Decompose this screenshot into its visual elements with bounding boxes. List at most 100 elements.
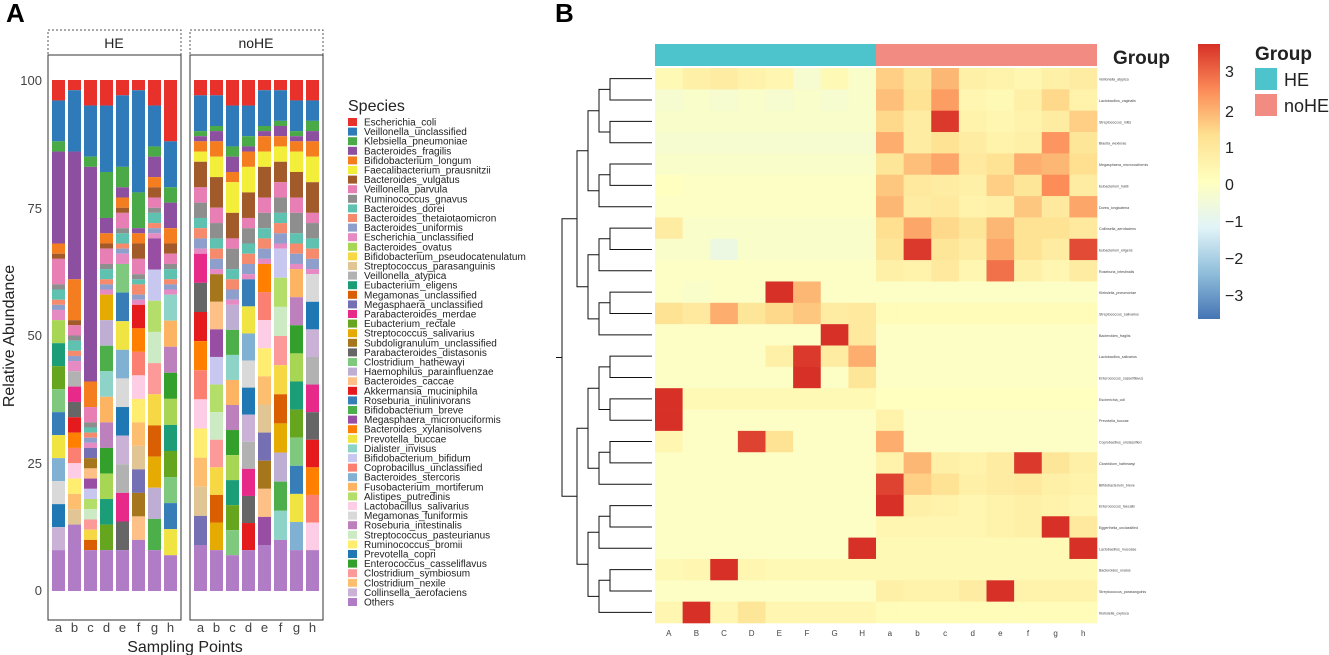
heatmap-cell <box>682 217 711 240</box>
bar-segment <box>164 141 177 188</box>
heatmap-cell <box>1041 345 1070 368</box>
heatmap <box>655 68 1098 624</box>
heatmap-cell <box>765 388 794 410</box>
bar-segment <box>100 171 113 218</box>
bar-segment <box>290 263 303 270</box>
heatmap-cell <box>710 238 739 261</box>
heatmap-cell <box>710 260 739 282</box>
heatmap-cell <box>903 388 932 410</box>
legend-label: Bacteroides_fragilis <box>364 146 451 157</box>
bar-segment <box>148 487 161 519</box>
heatmap-cell <box>682 558 711 581</box>
heatmap-cell <box>931 388 960 410</box>
heatmap-cell <box>682 68 711 90</box>
legend-swatch <box>348 425 357 434</box>
heatmap-cell <box>876 174 904 197</box>
bar-segment <box>148 269 161 301</box>
heatmap-cell <box>655 430 683 453</box>
dendrogram-branch <box>609 355 652 379</box>
bar-segment <box>100 248 113 264</box>
legend-swatch <box>348 482 357 491</box>
heatmap-cell <box>1014 324 1043 346</box>
bar-segment <box>116 407 129 436</box>
heatmap-cell <box>655 260 683 282</box>
heatmap-cell <box>655 452 683 474</box>
bar-segment <box>226 248 239 270</box>
heatmap-cell <box>1014 580 1043 602</box>
heatmap-cell <box>655 537 683 560</box>
bar-segment <box>148 331 161 364</box>
bar-segment <box>210 177 223 208</box>
heatmap-cell <box>931 174 960 197</box>
legend-label: Klebsiella_pneumoniae <box>364 137 468 148</box>
legend-swatch <box>348 598 357 606</box>
heatmap-cell <box>876 537 904 560</box>
heatmap-cell <box>986 558 1015 581</box>
bar-segment <box>164 228 177 244</box>
y-axis-title: Relative Abundance <box>1 265 18 407</box>
bar-segment <box>84 447 97 459</box>
group-legend-title: Group <box>1255 44 1312 65</box>
bar-segment <box>52 243 65 254</box>
column-label: G <box>831 629 837 638</box>
legend-label: Alistipes_putredinis <box>364 492 450 503</box>
heatmap-cell <box>710 580 739 602</box>
heatmap-cell <box>1069 516 1098 538</box>
heatmap-cell <box>710 196 739 218</box>
heatmap-cell <box>655 601 683 624</box>
bar-segment <box>290 151 303 172</box>
heatmap-cell <box>765 302 794 325</box>
bar-segment <box>116 243 129 249</box>
bar-segment <box>274 80 287 91</box>
legend-label: Veillonella_unclassified <box>364 127 467 138</box>
heatmap-cell <box>876 217 904 240</box>
heatmap-cell <box>682 174 711 197</box>
row-label: Collinsella_aerofaciens <box>1099 227 1136 231</box>
bar-segment <box>258 545 271 591</box>
legend-swatch <box>348 367 357 376</box>
legend-label: Bifidobacterium_bifidum <box>364 454 471 465</box>
heatmap-cell <box>986 217 1015 240</box>
heatmap-cell <box>958 494 987 517</box>
bar-segment <box>258 348 271 377</box>
row-label: Streptococcus_mitis <box>1099 120 1131 124</box>
heatmap-cell <box>848 132 877 154</box>
heatmap-cell <box>793 174 822 197</box>
heatmap-cell <box>876 558 904 581</box>
bar-segment <box>84 488 97 500</box>
bar-segment <box>148 197 161 208</box>
dendrogram-branch <box>609 398 652 421</box>
heatmap-cell <box>793 110 822 133</box>
legend-swatch <box>348 204 357 213</box>
bar-segment <box>100 80 113 106</box>
bar-segment <box>306 439 319 468</box>
legend-label: Roseburia_inulinivorans <box>364 396 471 407</box>
bar-segment <box>274 146 287 162</box>
dendrogram-branch <box>598 174 652 208</box>
bar-segment <box>210 258 223 270</box>
heatmap-cell <box>737 366 766 389</box>
legend-swatch <box>348 223 357 232</box>
bar-segment <box>226 212 239 239</box>
heatmap-cell <box>1014 452 1043 474</box>
x-tick-label: d <box>245 620 252 635</box>
bar-segment <box>226 80 239 106</box>
bar-segment <box>84 529 97 540</box>
heatmap-cell <box>848 196 877 218</box>
bar-segment <box>68 417 81 433</box>
heatmap-cell <box>876 110 904 133</box>
legend-swatch <box>348 348 357 357</box>
heatmap-cell <box>1041 110 1070 133</box>
heatmap-cell <box>1041 89 1070 111</box>
bar-segment <box>226 146 239 157</box>
heatmap-cell <box>876 516 904 538</box>
heatmap-cell <box>765 366 794 389</box>
heatmap-cell <box>986 388 1015 410</box>
heatmap-cell <box>848 430 877 453</box>
heatmap-cell <box>682 537 711 560</box>
legend-swatch <box>348 175 357 184</box>
heatmap-cell <box>986 68 1015 90</box>
plot-frame-he <box>47 54 182 621</box>
legend-swatch <box>348 156 357 165</box>
row-label: Streptococcus_parasanguinis <box>1099 590 1146 594</box>
